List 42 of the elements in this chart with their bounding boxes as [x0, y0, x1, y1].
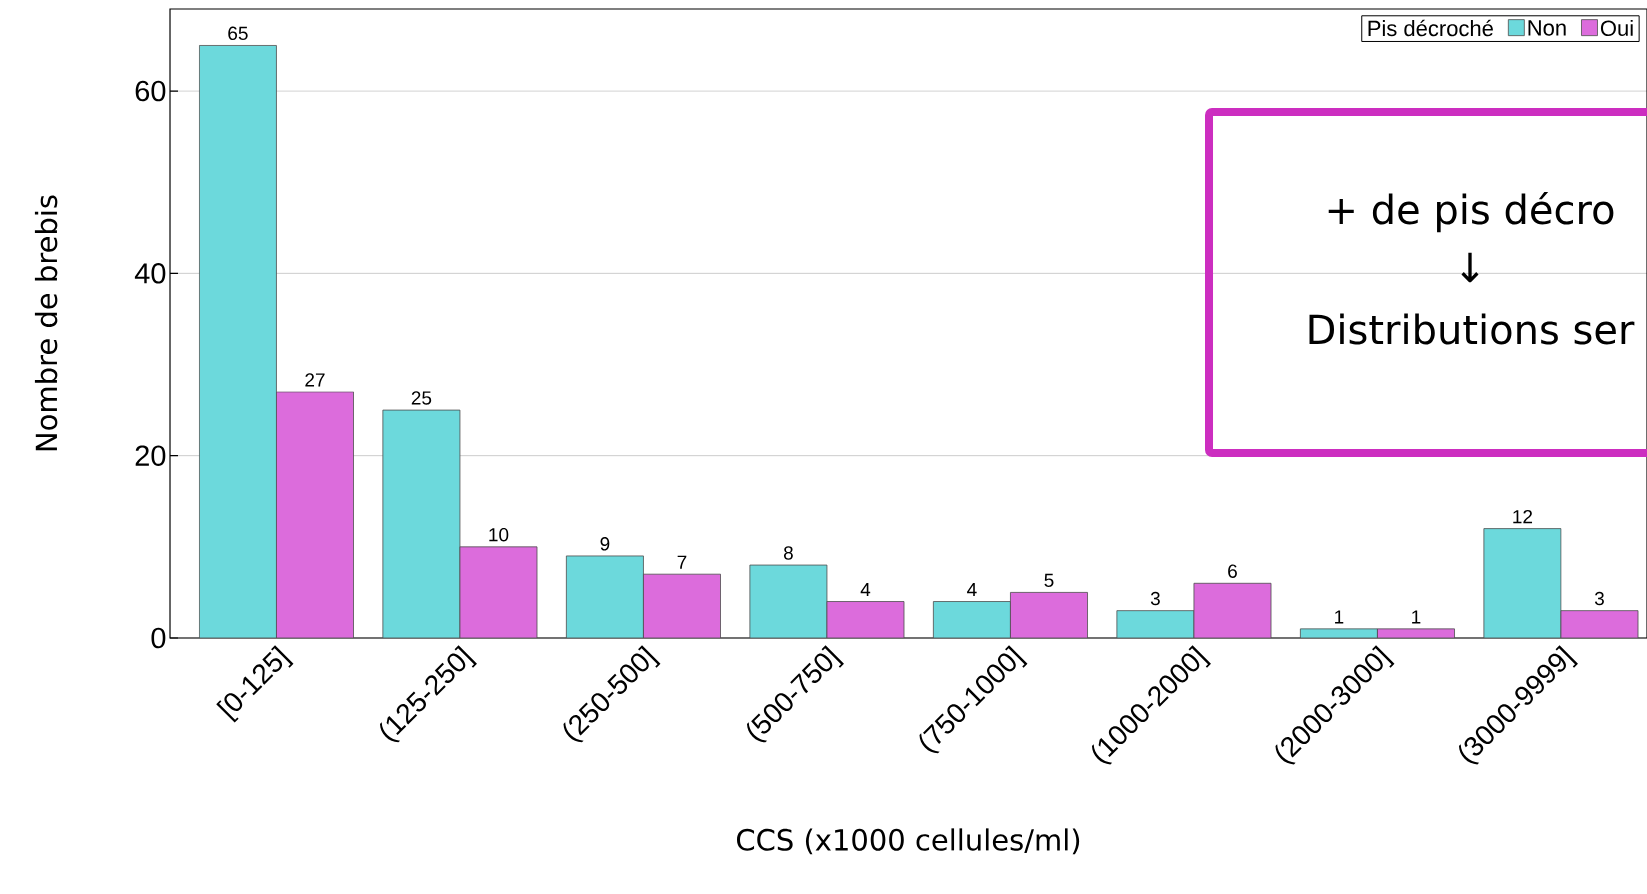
legend-label: Non [1528, 20, 1566, 36]
bar [643, 574, 721, 638]
annotation: ↓ [1461, 252, 1479, 283]
bar [199, 45, 277, 638]
data-label: 4 [860, 583, 871, 597]
data-label: 3 [1594, 591, 1604, 606]
data-label: 7 [677, 555, 687, 569]
x-axis-title: CCS (x1000 cellules/ml) [737, 828, 1080, 855]
y-tick-label: 20 [135, 445, 166, 466]
bar [749, 565, 827, 638]
data-label: 1 [1412, 610, 1421, 624]
bar [933, 601, 1011, 638]
data-label: 5 [1044, 573, 1054, 588]
y-axis-title: Nombre de brebis [34, 195, 58, 451]
bar [1560, 610, 1639, 638]
annotation: + de pis décro [1328, 191, 1614, 233]
bar [1193, 583, 1272, 638]
legend-title: Pis décroché [1368, 19, 1493, 37]
data-label: 12 [1513, 509, 1533, 524]
data-label: 10 [489, 527, 509, 542]
bar [826, 601, 905, 638]
data-label: 6 [1228, 564, 1237, 578]
y-tick-label: 40 [134, 263, 166, 284]
data-label: 65 [228, 26, 248, 41]
legend-label: Oui [1600, 19, 1633, 37]
bar [459, 546, 538, 638]
data-label: 9 [600, 537, 610, 551]
data-label: 27 [305, 373, 325, 387]
bar [566, 555, 644, 638]
y-tick-label: 60 [135, 80, 166, 102]
bar [1483, 528, 1562, 638]
data-label: 8 [783, 546, 793, 560]
data-label: 25 [411, 391, 432, 405]
annotation: Distributions ser [1309, 313, 1635, 345]
data-label: 4 [967, 583, 977, 597]
bar [382, 410, 460, 638]
bar [1010, 592, 1088, 638]
bar [276, 391, 354, 638]
y-tick-label: 0 [151, 627, 166, 649]
data-label: 1 [1335, 610, 1344, 624]
data-label: 3 [1150, 591, 1160, 606]
bar [1116, 610, 1194, 638]
